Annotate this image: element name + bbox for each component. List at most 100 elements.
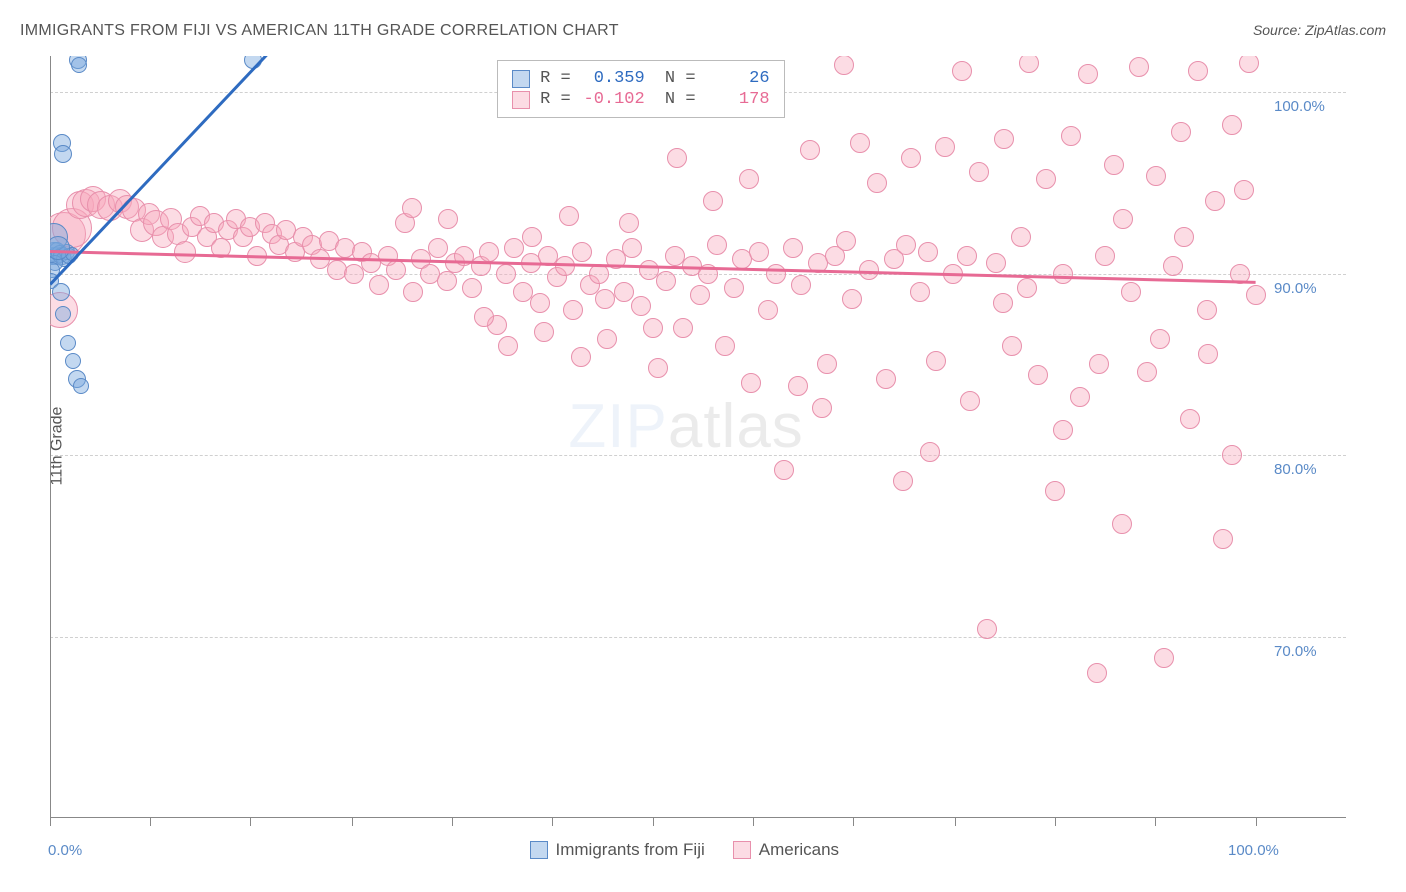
point-pink [690, 285, 710, 305]
point-pink [402, 198, 422, 218]
point-pink [850, 133, 870, 153]
point-pink [960, 391, 980, 411]
point-pink [1061, 126, 1081, 146]
point-pink [800, 140, 820, 160]
point-pink [496, 264, 516, 284]
point-pink [952, 61, 972, 81]
point-pink [1137, 362, 1157, 382]
point-pink [867, 173, 887, 193]
point-pink [1112, 514, 1132, 534]
point-pink [656, 271, 676, 291]
y-tick-label: 70.0% [1274, 643, 1317, 660]
point-pink [643, 318, 663, 338]
legend-swatch-pink [733, 841, 751, 859]
point-pink [1222, 115, 1242, 135]
stat-label-r: R = [540, 90, 571, 109]
point-pink [969, 162, 989, 182]
point-pink [703, 191, 723, 211]
x-tick [552, 818, 553, 826]
legend: Immigrants from Fiji Americans [530, 840, 840, 860]
point-pink [893, 471, 913, 491]
point-pink [563, 300, 583, 320]
point-pink [498, 336, 518, 356]
swatch-blue [512, 70, 530, 88]
point-pink [614, 282, 634, 302]
point-pink [1078, 64, 1098, 84]
point-pink [901, 148, 921, 168]
stat-pink-r: -0.102 [581, 90, 645, 109]
point-pink [504, 238, 524, 258]
stat-label-r: R = [540, 69, 571, 88]
x-tick [352, 818, 353, 826]
stat-pink-n: 178 [706, 90, 770, 109]
legend-item-blue: Immigrants from Fiji [530, 840, 705, 860]
point-pink [1121, 282, 1141, 302]
point-pink [595, 289, 615, 309]
point-pink [707, 235, 727, 255]
x-tick [653, 818, 654, 826]
y-axis [50, 56, 51, 818]
point-pink [1188, 61, 1208, 81]
point-pink [622, 238, 642, 258]
point-pink [1213, 529, 1233, 549]
point-pink [986, 253, 1006, 273]
point-pink [1104, 155, 1124, 175]
point-pink [571, 347, 591, 367]
point-pink [896, 235, 916, 255]
point-pink [842, 289, 862, 309]
y-tick-label: 100.0% [1274, 98, 1325, 115]
point-pink [522, 227, 542, 247]
point-pink [1019, 56, 1039, 73]
point-pink [1036, 169, 1056, 189]
point-pink [673, 318, 693, 338]
point-pink [1171, 122, 1191, 142]
point-pink [1150, 329, 1170, 349]
point-pink [994, 129, 1014, 149]
x-tick [1155, 818, 1156, 826]
point-pink [1239, 56, 1259, 73]
point-pink [619, 213, 639, 233]
point-pink [1113, 209, 1133, 229]
point-pink [910, 282, 930, 302]
stats-row-blue: R = 0.359 N = 26 [512, 69, 769, 88]
legend-label-blue: Immigrants from Fiji [556, 840, 705, 860]
point-pink [1089, 354, 1109, 374]
stat-label-n: N = [655, 90, 696, 109]
point-pink [648, 358, 668, 378]
point-pink [1154, 648, 1174, 668]
stat-blue-r: 0.359 [581, 69, 645, 88]
point-pink [597, 329, 617, 349]
point-pink [437, 271, 457, 291]
point-pink [438, 209, 458, 229]
x-tick-label-min: 0.0% [48, 842, 82, 859]
point-pink [1053, 420, 1073, 440]
x-tick [250, 818, 251, 826]
point-pink [812, 398, 832, 418]
point-pink [774, 460, 794, 480]
x-axis [50, 817, 1346, 818]
point-blue [54, 145, 72, 163]
point-blue [52, 283, 70, 301]
x-tick [955, 818, 956, 826]
point-pink [817, 354, 837, 374]
point-pink [631, 296, 651, 316]
point-pink [386, 260, 406, 280]
point-pink [369, 275, 389, 295]
x-tick-label-max: 100.0% [1228, 842, 1279, 859]
point-pink [993, 293, 1013, 313]
point-pink [1011, 227, 1031, 247]
x-tick [150, 818, 151, 826]
point-pink [1180, 409, 1200, 429]
swatch-pink [512, 91, 530, 109]
point-pink [1198, 344, 1218, 364]
point-pink [791, 275, 811, 295]
point-pink [1028, 365, 1048, 385]
point-pink [1095, 246, 1115, 266]
point-pink [935, 137, 955, 157]
plot-area: 70.0%80.0%90.0%100.0% [50, 56, 1346, 818]
point-pink [1246, 285, 1266, 305]
legend-swatch-blue [530, 841, 548, 859]
point-pink [758, 300, 778, 320]
stat-blue-n: 26 [706, 69, 770, 88]
point-pink [1129, 57, 1149, 77]
